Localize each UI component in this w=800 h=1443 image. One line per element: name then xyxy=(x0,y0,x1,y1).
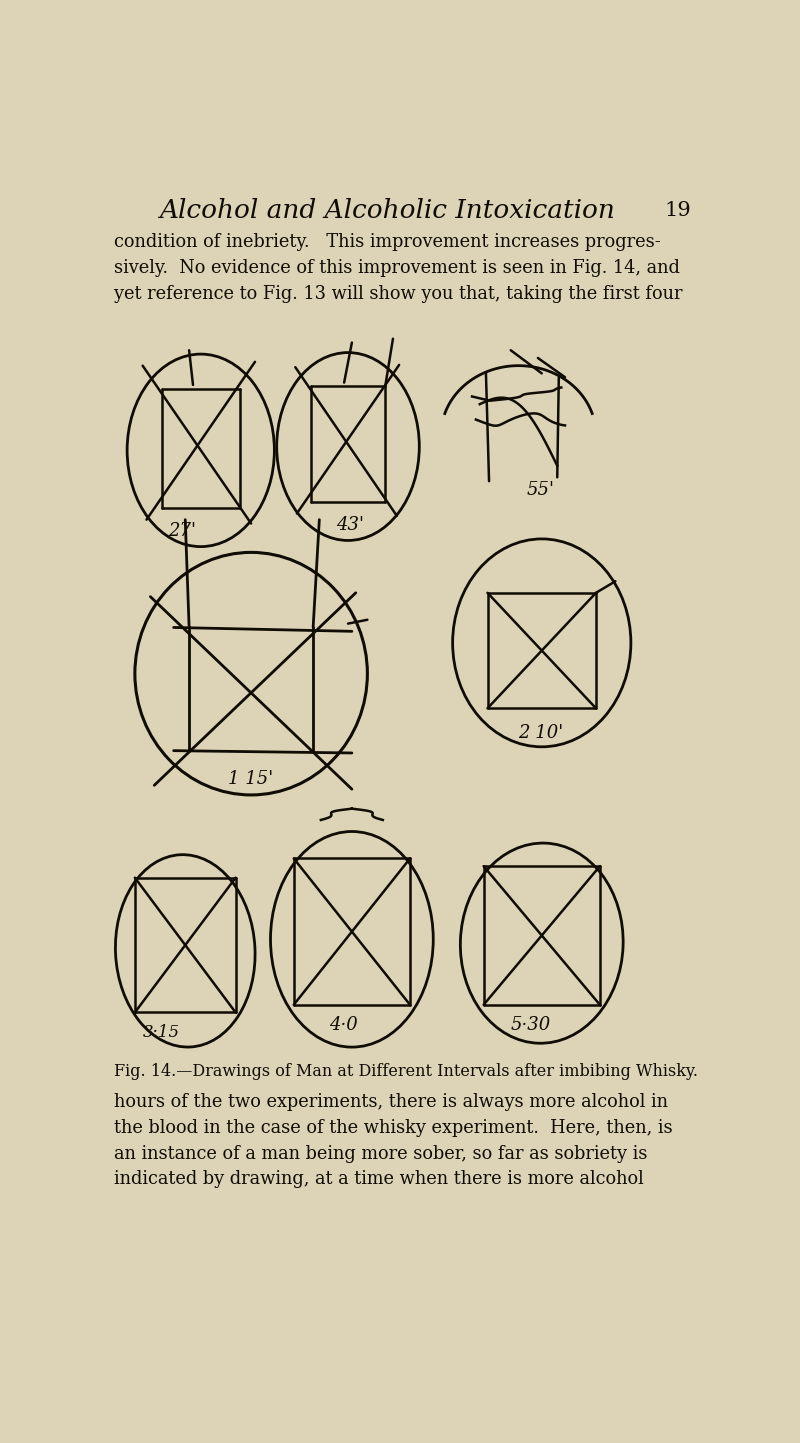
Text: 2 10': 2 10' xyxy=(518,724,564,742)
Text: hours of the two experiments, there is always more alcohol in
the blood in the c: hours of the two experiments, there is a… xyxy=(114,1094,673,1189)
Text: Fig. 14.—Drawings of Man at Different Intervals after imbibing Whisky.: Fig. 14.—Drawings of Man at Different In… xyxy=(114,1062,698,1079)
Text: 3·15: 3·15 xyxy=(142,1025,180,1040)
Text: 5·30: 5·30 xyxy=(510,1016,551,1035)
Text: condition of inebriety.   This improvement increases progres-
sively.  No eviden: condition of inebriety. This improvement… xyxy=(114,234,682,303)
Text: 27': 27' xyxy=(168,522,196,540)
Text: 55': 55' xyxy=(526,481,554,499)
Text: Alcohol and Alcoholic Intoxication: Alcohol and Alcoholic Intoxication xyxy=(159,198,614,222)
Text: 1 15': 1 15' xyxy=(228,771,273,788)
Text: 4·0: 4·0 xyxy=(329,1016,358,1035)
Text: 43': 43' xyxy=(336,515,364,534)
Text: 19: 19 xyxy=(664,201,690,219)
